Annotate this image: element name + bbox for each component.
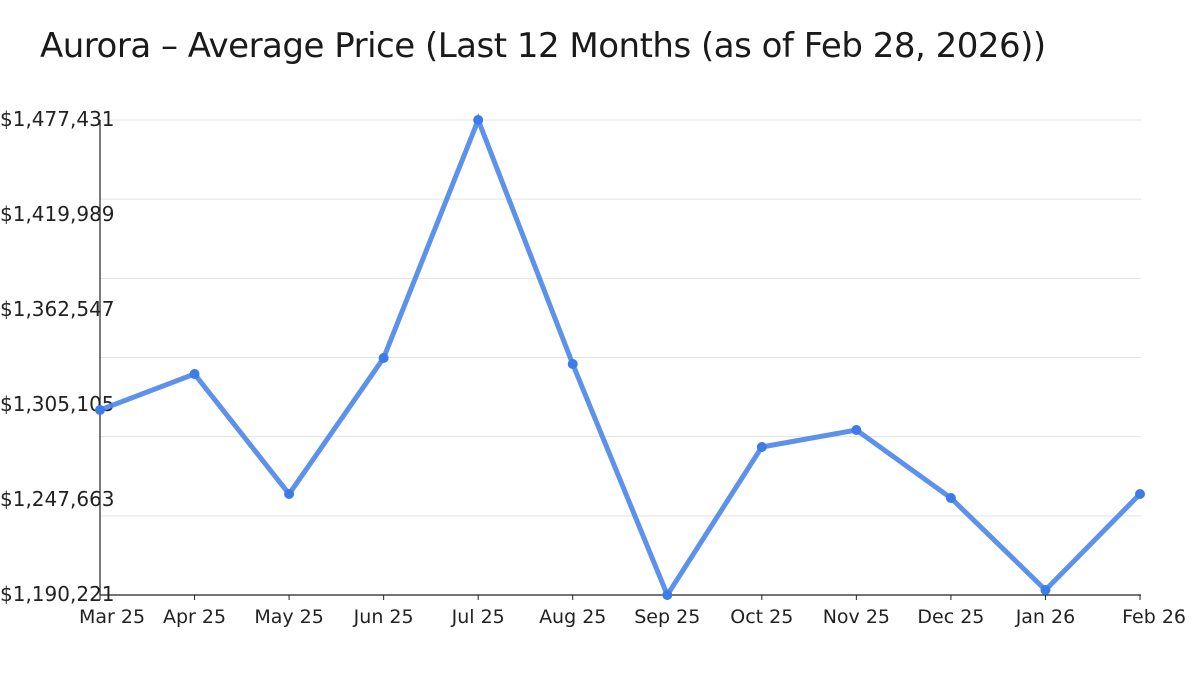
data-point[interactable]	[1135, 488, 1145, 499]
y-tick-label: $1,190,221	[0, 582, 115, 606]
x-tick-label: Jun 25	[353, 606, 414, 628]
data-point[interactable]	[945, 493, 956, 504]
data-point[interactable]	[473, 115, 484, 125]
y-axis-labels: $1,477,431$1,419,989$1,362,547$1,305,105…	[0, 107, 115, 606]
gridlines	[100, 119, 1141, 517]
chart-title: Aurora – Average Price (Last 12 Months (…	[40, 26, 1046, 66]
y-tick-label: $1,419,989	[0, 202, 115, 226]
series-line	[99, 113, 1142, 601]
x-tick-label: Dec 25	[917, 606, 984, 628]
x-axis-labels: Mar 25 Apr 25 May 25 Jun 25 Jul 25 Aug 25 Sep …	[79, 606, 1186, 628]
x-tick-label: Nov 25	[823, 606, 890, 628]
axes	[99, 120, 1141, 600]
x-tick-label: Sep 25	[634, 606, 700, 628]
x-tick-label: Jul 25	[451, 606, 505, 628]
price-series	[95, 113, 1145, 601]
x-tick-label: Feb 26	[1122, 606, 1186, 628]
data-point[interactable]	[284, 488, 295, 499]
data-point[interactable]	[756, 442, 767, 453]
data-point[interactable]	[1040, 585, 1051, 596]
y-tick-label: $1,362,547	[0, 297, 115, 321]
y-tick-label: $1,247,663	[0, 487, 115, 511]
x-tick-label: Aug 25	[539, 606, 606, 628]
y-tick-label: $1,477,431	[0, 107, 115, 131]
data-point[interactable]	[567, 358, 578, 369]
data-point[interactable]	[662, 590, 673, 600]
data-point[interactable]	[378, 352, 389, 363]
x-tick-label: May 25	[254, 606, 324, 628]
data-point[interactable]	[189, 368, 200, 379]
data-point[interactable]	[95, 404, 105, 415]
data-point[interactable]	[851, 425, 862, 436]
x-tick-label: Jan 26	[1015, 606, 1076, 628]
x-tick-label: Oct 25	[730, 606, 793, 628]
x-tick-label: Apr 25	[163, 606, 226, 628]
x-tick-label: Mar 25	[79, 606, 145, 628]
